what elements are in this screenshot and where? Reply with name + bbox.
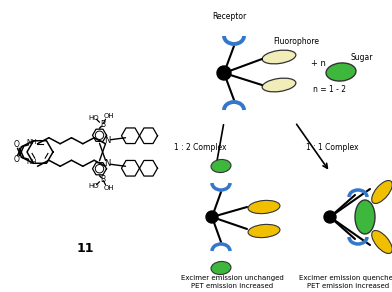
Text: B: B — [100, 120, 105, 129]
Ellipse shape — [211, 159, 231, 173]
Text: HO: HO — [88, 183, 99, 189]
Ellipse shape — [326, 63, 356, 81]
Ellipse shape — [262, 50, 296, 64]
Text: Excimer emission unchanged: Excimer emission unchanged — [181, 275, 283, 281]
Text: Excimer emission quenched: Excimer emission quenched — [299, 275, 392, 281]
Ellipse shape — [248, 200, 280, 214]
Text: 11: 11 — [76, 241, 94, 255]
Circle shape — [217, 66, 231, 80]
Text: PET emission increased: PET emission increased — [307, 283, 389, 289]
Text: 1 : 2 Complex: 1 : 2 Complex — [174, 143, 226, 152]
Ellipse shape — [262, 78, 296, 92]
Text: Receptor: Receptor — [212, 12, 246, 21]
Ellipse shape — [211, 261, 231, 274]
Text: Fluorophore: Fluorophore — [273, 37, 319, 46]
Text: n = 1 - 2: n = 1 - 2 — [314, 86, 347, 95]
Ellipse shape — [372, 180, 392, 204]
Text: NH: NH — [26, 139, 37, 145]
Text: O: O — [14, 155, 20, 164]
Ellipse shape — [248, 224, 280, 238]
Ellipse shape — [372, 230, 392, 253]
Ellipse shape — [355, 200, 375, 234]
Text: + n: + n — [310, 60, 325, 69]
Text: N: N — [104, 159, 111, 168]
Text: OH: OH — [103, 113, 114, 119]
Text: B: B — [100, 175, 105, 184]
Text: NH: NH — [26, 159, 37, 165]
Circle shape — [324, 211, 336, 223]
Text: HO: HO — [88, 115, 99, 121]
Text: O: O — [14, 140, 20, 149]
Text: PET emission increased: PET emission increased — [191, 283, 273, 289]
Text: OH: OH — [103, 185, 114, 191]
Text: N: N — [104, 136, 111, 145]
Text: 1 : 1 Complex: 1 : 1 Complex — [306, 143, 358, 152]
Text: Sugar: Sugar — [351, 53, 373, 62]
Circle shape — [206, 211, 218, 223]
